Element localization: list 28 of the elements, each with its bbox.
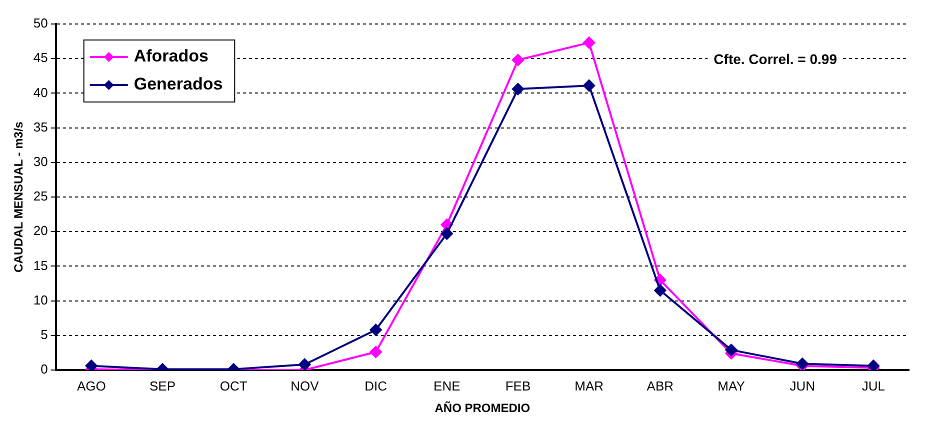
y-tick-label: 20 <box>33 223 48 238</box>
x-tick-label: ABR <box>646 378 674 394</box>
x-tick-label: JUN <box>790 378 815 394</box>
y-tick-label: 25 <box>33 188 48 204</box>
y-tick-label: 40 <box>33 84 48 100</box>
annotation: Cfte. Correl. = 0.99 <box>714 50 838 67</box>
x-tick-label: MAR <box>574 378 604 394</box>
x-tick-label: OCT <box>220 378 248 394</box>
x-axis-title: AÑO PROMEDIO <box>434 401 530 416</box>
x-tick-label: MAY <box>718 378 746 394</box>
y-tick-label: 45 <box>33 50 48 66</box>
y-tick-label: 5 <box>40 326 48 342</box>
y-axis-title: CAUDAL MENSUAL - m3/s <box>12 121 26 272</box>
y-tick-label: 0 <box>40 362 48 377</box>
x-tick-label: NOV <box>290 378 320 394</box>
y-tick-label: 10 <box>33 292 48 308</box>
x-tick-label: AGO <box>76 378 106 394</box>
x-tick-label: FEB <box>505 378 531 394</box>
y-tick-label: 35 <box>33 119 48 134</box>
y-tick-label: 30 <box>33 154 48 169</box>
y-tick-label: 50 <box>33 16 48 31</box>
x-tick-label: JUL <box>862 378 886 394</box>
x-tick-label: ENE <box>434 378 461 394</box>
legend-label: Generados <box>134 74 223 94</box>
x-tick-label: SEP <box>149 378 176 394</box>
legend-label: Aforados <box>134 46 208 66</box>
y-tick-label: 15 <box>33 258 48 273</box>
x-tick-label: DIC <box>364 378 387 394</box>
